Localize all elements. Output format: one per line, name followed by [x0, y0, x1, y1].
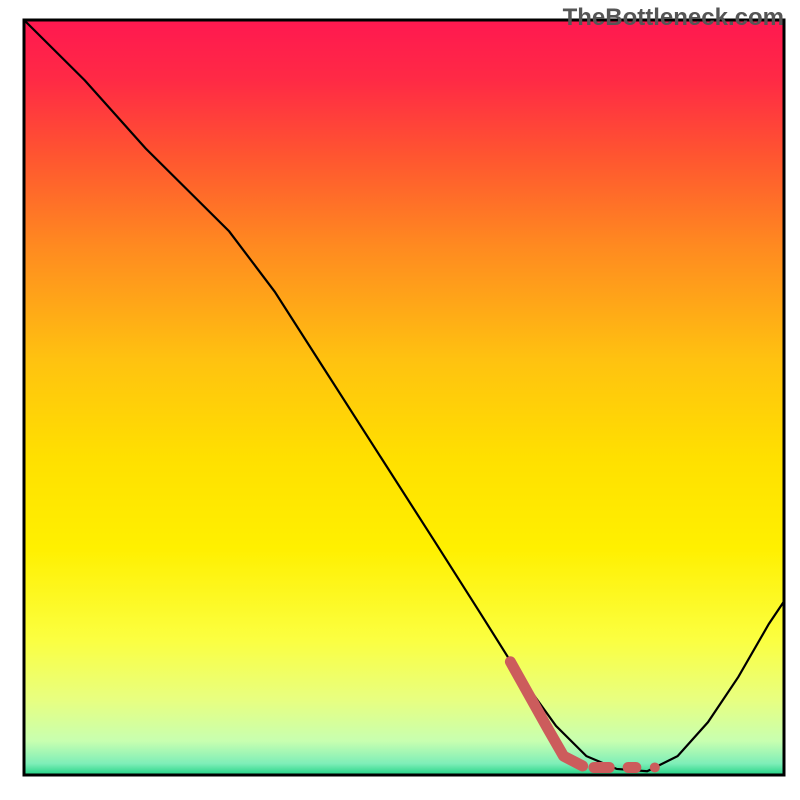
plot-area	[24, 20, 784, 775]
watermark-text: TheBottleneck.com	[563, 4, 784, 32]
gradient-background	[24, 20, 784, 775]
chart-container: TheBottleneck.com	[0, 0, 800, 800]
highlight-dot	[650, 762, 660, 772]
bottleneck-chart	[0, 0, 800, 800]
